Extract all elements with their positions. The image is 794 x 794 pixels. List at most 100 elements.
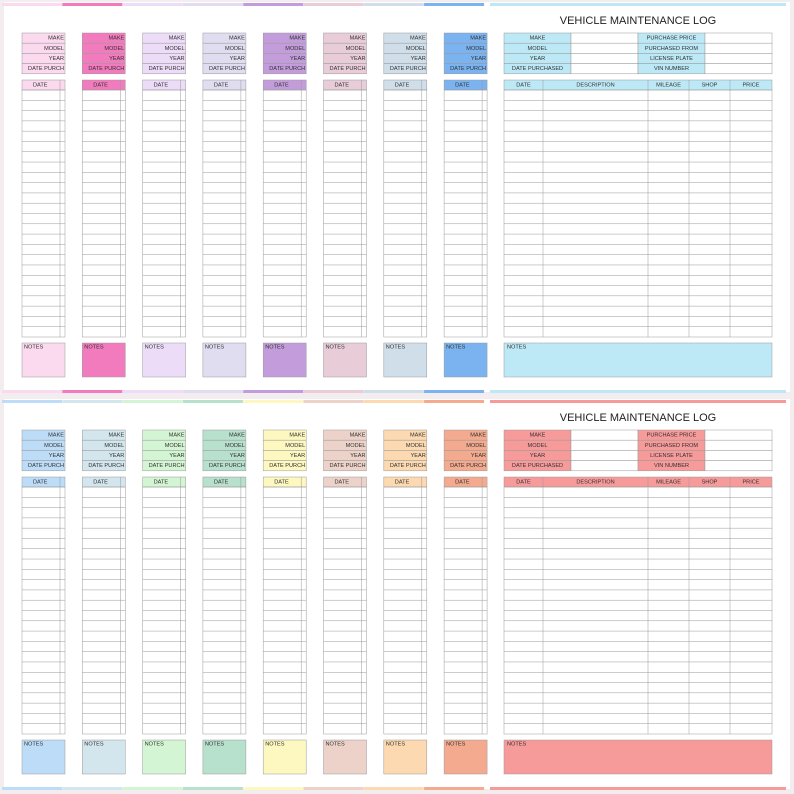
field-label: YEAR xyxy=(530,453,545,459)
notes-label: NOTES xyxy=(265,344,285,350)
field-label: DATE PURCH xyxy=(450,66,486,72)
field-label: MODEL xyxy=(44,443,64,449)
tab-stripe xyxy=(363,390,424,393)
column-header: DATE xyxy=(516,82,531,88)
notes-label: NOTES xyxy=(507,344,527,350)
tab-stripe xyxy=(424,400,485,403)
date-label: DATE xyxy=(455,479,470,485)
tab-stripe xyxy=(303,787,364,790)
field-label: DATE PURCH xyxy=(209,463,245,469)
field-label: MODEL xyxy=(104,46,124,52)
field-label: MODEL xyxy=(225,46,245,52)
main-stripe xyxy=(490,3,786,6)
table-header xyxy=(503,476,773,488)
field-cell xyxy=(323,63,367,75)
column-header: DESCRIPTION xyxy=(576,479,614,485)
field-value xyxy=(570,42,639,54)
notes-label: NOTES xyxy=(446,741,466,747)
field-value xyxy=(570,53,639,64)
column-header: DESCRIPTION xyxy=(576,82,614,88)
field-label: MAKE xyxy=(289,433,305,439)
column-header: DATE xyxy=(516,479,531,485)
field-cell xyxy=(21,63,66,75)
field-label: DATE PURCH xyxy=(269,463,305,469)
field-label: MAKE xyxy=(410,433,426,439)
field-label: YEAR xyxy=(350,56,365,62)
field-label: DATE PURCH xyxy=(390,66,426,72)
field-label: MAKE xyxy=(48,36,64,42)
tab-stripe xyxy=(424,3,485,6)
tab-stripe xyxy=(62,787,123,790)
tab-stripe xyxy=(122,390,183,393)
field-label: MODEL xyxy=(528,443,548,449)
tab-stripe xyxy=(243,390,304,393)
field-label: DATE PURCH xyxy=(88,66,124,72)
field-label: MODEL xyxy=(346,443,366,449)
tab-stripe xyxy=(62,3,123,6)
date-label: DATE xyxy=(33,82,48,88)
tab-stripe xyxy=(303,3,364,6)
field-label: PURCHASED FROM xyxy=(645,443,698,449)
field-label: PURCHASE PRICE xyxy=(647,36,697,42)
notes-label: NOTES xyxy=(265,741,285,747)
column-header: SHOP xyxy=(702,479,718,485)
field-label: MAKE xyxy=(470,433,486,439)
column-header: SHOP xyxy=(702,82,718,88)
field-label: YEAR xyxy=(109,453,124,459)
tab-stripe xyxy=(303,390,364,393)
main-stripe xyxy=(490,400,786,403)
date-label: DATE xyxy=(274,82,289,88)
field-value xyxy=(570,450,639,461)
field-cell xyxy=(262,63,307,75)
date-label: DATE xyxy=(395,82,410,88)
field-label: MODEL xyxy=(165,443,185,449)
notes-box xyxy=(142,739,186,775)
notes-box xyxy=(82,342,126,378)
main-stripe xyxy=(490,390,786,393)
field-label: DATE PURCHASED xyxy=(512,463,563,469)
field-label: MAKE xyxy=(530,36,546,42)
tab-stripe xyxy=(424,390,485,393)
field-cell xyxy=(383,460,428,472)
field-label: MAKE xyxy=(530,433,546,439)
field-label: MAKE xyxy=(108,433,124,439)
notes-label: NOTES xyxy=(145,741,165,747)
notes-box xyxy=(503,342,773,378)
table-header xyxy=(503,79,773,91)
field-label: MODEL xyxy=(346,46,366,52)
notes-box xyxy=(142,342,186,378)
column-header: PRICE xyxy=(742,82,759,88)
field-label: MAKE xyxy=(470,36,486,42)
field-value xyxy=(570,32,639,44)
field-label: MAKE xyxy=(48,433,64,439)
field-label: MODEL xyxy=(528,46,548,52)
notes-box xyxy=(323,739,367,775)
notes-label: NOTES xyxy=(84,344,104,350)
main-stripe xyxy=(490,787,786,790)
notes-label: NOTES xyxy=(326,344,346,350)
tab-stripe xyxy=(122,787,183,790)
notes-box xyxy=(262,739,307,775)
date-label: DATE xyxy=(93,82,108,88)
field-label: LICENSE PLATE xyxy=(650,453,693,459)
notes-label: NOTES xyxy=(24,741,44,747)
date-label: DATE xyxy=(455,82,470,88)
field-label: MODEL xyxy=(285,46,305,52)
field-label: YEAR xyxy=(230,453,245,459)
field-label: YEAR xyxy=(290,56,305,62)
field-label: MODEL xyxy=(466,46,486,52)
field-label: DATE PURCH xyxy=(149,66,185,72)
field-cell xyxy=(383,63,428,75)
date-label: DATE xyxy=(154,479,169,485)
field-label: YEAR xyxy=(230,56,245,62)
column-header: PRICE xyxy=(742,479,759,485)
field-label: YEAR xyxy=(411,56,426,62)
field-cell xyxy=(443,460,488,472)
notes-label: NOTES xyxy=(84,741,104,747)
notes-box xyxy=(443,739,488,775)
date-label: DATE xyxy=(395,479,410,485)
field-label: MAKE xyxy=(229,36,245,42)
date-label: DATE xyxy=(335,82,350,88)
